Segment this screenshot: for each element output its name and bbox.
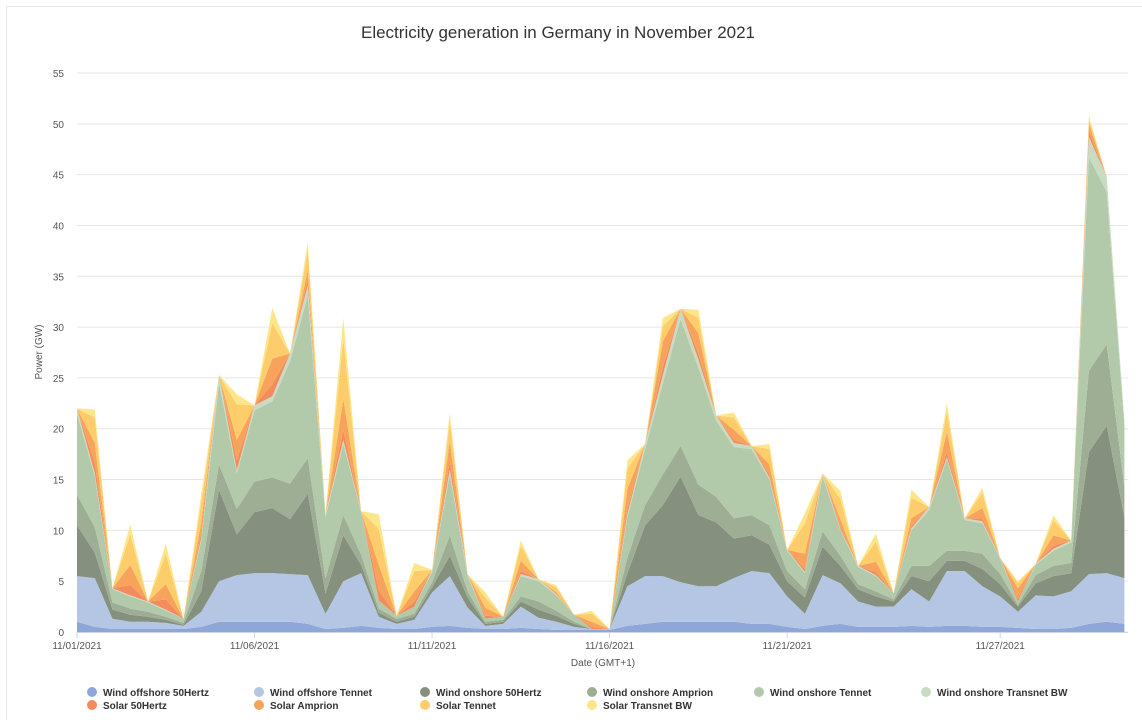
x-axis-ticks: 11/01/2021 11/06/2021 11/11/2021 11/16/2021… (52, 632, 1128, 652)
y-axis-label: Power (GW) (34, 325, 45, 380)
legend-swatch (587, 700, 597, 710)
legend-label: Wind offshore Tennet (270, 688, 373, 699)
x-axis-label: Date (GMT+1) (571, 658, 635, 669)
legend-label: Solar Tennet (436, 701, 496, 712)
area-series-4 (77, 157, 1125, 629)
legend-item[interactable]: Solar Amprion (254, 700, 339, 712)
area-series-2 (77, 425, 1125, 629)
legend-swatch (420, 700, 430, 710)
legend-item[interactable]: Solar Transnet BW (587, 700, 692, 712)
y-tick-label: 0 (58, 628, 64, 639)
legend-swatch (587, 687, 597, 697)
x-tick-label: 11/21/2021 (762, 641, 812, 652)
y-tick-label: 15 (53, 476, 65, 487)
y-tick-label: 10 (53, 526, 65, 537)
x-tick-label: 11/06/2021 (230, 641, 280, 652)
legend-swatch (254, 700, 264, 710)
legend-label: Wind offshore 50Hertz (103, 688, 209, 699)
legend-label: Solar Transnet BW (603, 701, 692, 712)
y-tick-label: 40 (53, 221, 65, 232)
legend: Wind offshore 50Hertz Wind offshore Tenne… (87, 687, 1068, 712)
legend-label: Wind onshore Amprion (603, 688, 713, 699)
area-series-0 (77, 621, 1125, 632)
y-tick-label: 45 (53, 171, 65, 182)
legend-swatch (420, 687, 430, 697)
y-tick-label: 55 (53, 69, 65, 80)
legend-item[interactable]: Wind onshore Tennet (754, 687, 872, 699)
legend-label: Wind onshore Tennet (770, 688, 872, 699)
area-series-3 (77, 344, 1125, 629)
x-tick-label: 11/11/2021 (408, 641, 457, 652)
legend-swatch (254, 687, 264, 697)
stacked-areas (77, 115, 1125, 632)
y-axis-ticks: 0 5 10 15 20 25 30 35 40 45 50 55 (53, 69, 65, 639)
chart-frame (6, 6, 1142, 720)
x-tick-label: 11/01/2021 (52, 641, 102, 652)
chart-title: Electricity generation in Germany in Nov… (361, 23, 755, 42)
legend-swatch (87, 700, 97, 710)
legend-item[interactable]: Wind offshore 50Hertz (87, 687, 209, 699)
area-series-1 (77, 571, 1125, 630)
legend-label: Wind onshore 50Hertz (436, 688, 541, 699)
legend-item[interactable]: Wind offshore Tennet (254, 687, 373, 699)
x-tick-label: 11/27/2021 (976, 641, 1026, 652)
legend-label: Solar Amprion (270, 701, 339, 712)
legend-item[interactable]: Solar Tennet (420, 700, 496, 712)
y-tick-label: 30 (53, 323, 65, 334)
legend-swatch (754, 687, 764, 697)
legend-item[interactable]: Solar 50Hertz (87, 700, 167, 712)
y-tick-label: 35 (53, 272, 65, 283)
y-tick-label: 20 (53, 425, 65, 436)
y-tick-label: 25 (53, 374, 65, 385)
y-tick-label: 50 (53, 120, 65, 131)
legend-label: Solar 50Hertz (103, 701, 167, 712)
legend-item[interactable]: Wind onshore Transnet BW (921, 687, 1068, 699)
x-tick-label: 11/16/2021 (585, 641, 635, 652)
legend-swatch (87, 687, 97, 697)
legend-item[interactable]: Wind onshore 50Hertz (420, 687, 541, 699)
legend-swatch (921, 687, 931, 697)
legend-item[interactable]: Wind onshore Amprion (587, 687, 713, 699)
legend-label: Wind onshore Transnet BW (937, 688, 1068, 699)
y-tick-label: 5 (58, 577, 64, 588)
